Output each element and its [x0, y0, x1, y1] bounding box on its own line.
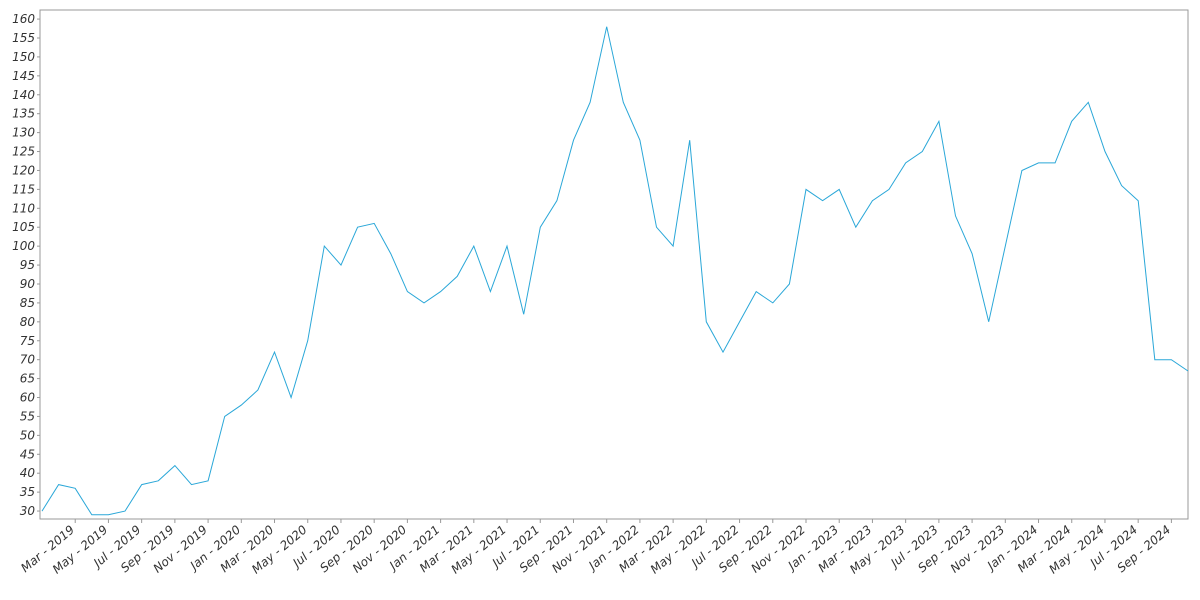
y-tick-label: 90	[20, 277, 36, 291]
y-tick-label: 155	[12, 31, 35, 45]
price-line	[41, 26, 1189, 516]
y-tick-label: 50	[20, 428, 36, 442]
y-tick-label: 130	[12, 126, 35, 140]
y-tick-label: 35	[20, 485, 35, 499]
y-tick-label: 80	[20, 315, 36, 329]
y-tick-label: 115	[12, 182, 35, 196]
y-tick-label: 85	[20, 296, 35, 310]
y-tick-label: 30	[20, 504, 36, 518]
y-tick-label: 55	[20, 409, 35, 423]
y-tick-label: 65	[20, 372, 35, 386]
y-tick-label: 75	[20, 334, 35, 348]
y-tick-label: 140	[12, 88, 35, 102]
y-tick-label: 125	[12, 145, 35, 159]
y-tick-label: 135	[12, 107, 35, 121]
y-tick-label: 105	[12, 220, 35, 234]
y-tick-label: 120	[12, 163, 35, 177]
plot-frame	[39, 9, 1189, 520]
y-tick-label: 145	[12, 69, 35, 83]
y-tick-label: 45	[20, 447, 35, 461]
y-tick-label: 110	[12, 201, 35, 215]
y-tick-label: 100	[12, 239, 35, 253]
y-tick-label: 40	[20, 466, 36, 480]
y-tick-label: 70	[20, 353, 36, 367]
y-tick-label: 150	[12, 50, 35, 64]
y-tick-label: 95	[20, 258, 35, 272]
y-tick-label: 160	[12, 12, 35, 26]
y-tick-label: 60	[20, 391, 36, 405]
